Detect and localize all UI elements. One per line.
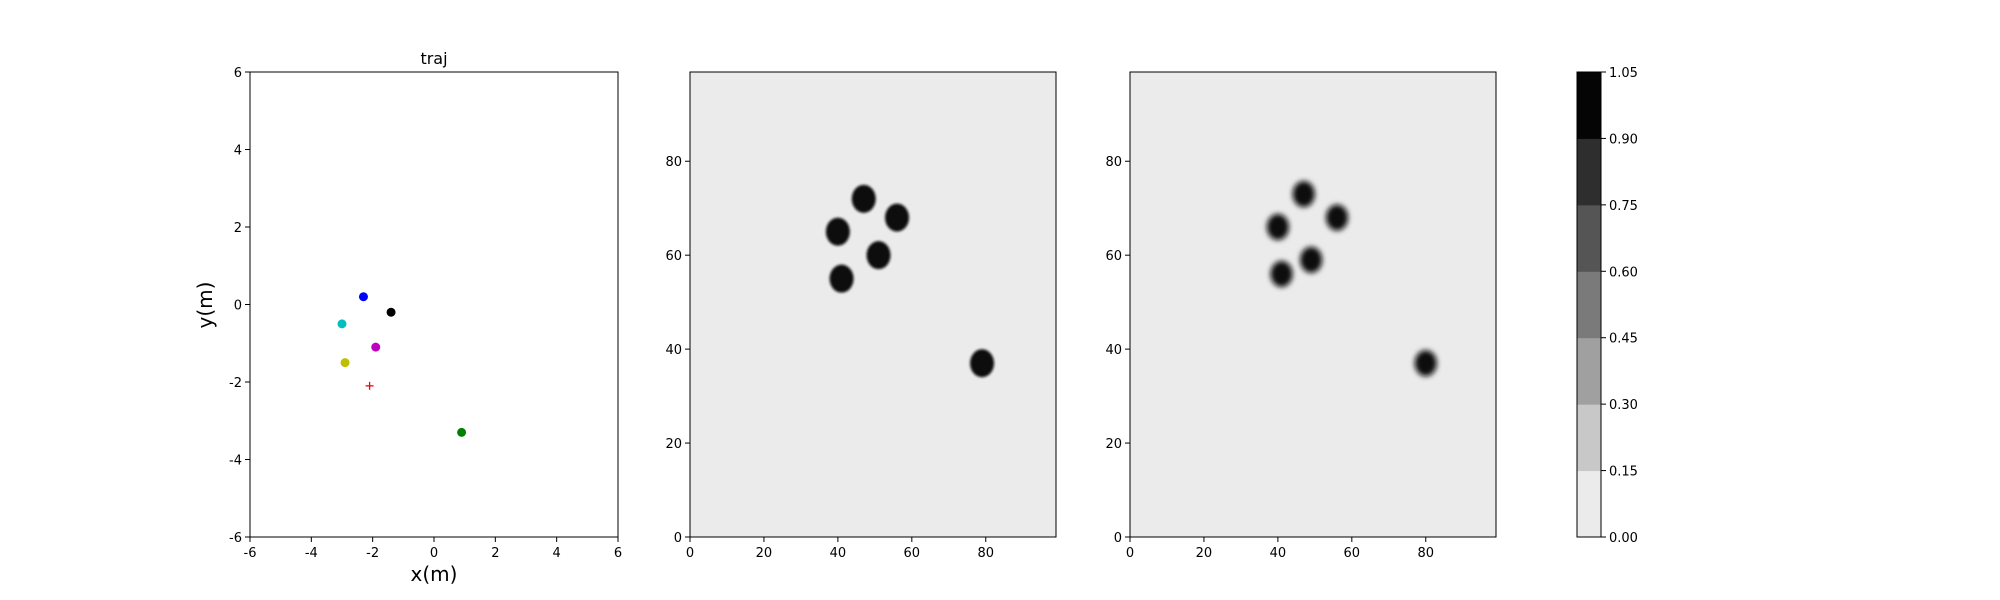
heatmap-1-blob-1 — [851, 184, 876, 213]
traj-x-axis-label: x(m) — [411, 562, 458, 586]
traj-x-tick-label: -2 — [366, 546, 379, 561]
heatmap-1-y-tick-label: 60 — [665, 249, 682, 264]
heatmap-2-blob-0 — [1266, 214, 1289, 240]
heatmap-2-blob-2 — [1326, 204, 1349, 231]
traj-point-4 — [340, 358, 350, 368]
heatmap-2-x-tick-label: 0 — [1126, 546, 1134, 561]
heatmap-1-x-tick-label: 60 — [904, 546, 921, 561]
traj-y-tick-label: 0 — [234, 299, 242, 314]
colorbar-band-0 — [1577, 470, 1601, 538]
colorbar-tick-label: 0.60 — [1609, 265, 1638, 280]
traj-point-2 — [337, 319, 347, 329]
colorbar-band-5 — [1577, 138, 1601, 206]
traj-y-tick-label: 4 — [234, 144, 242, 159]
heatmap-2-blob-4 — [1270, 260, 1293, 287]
heatmap-1-blob-0 — [825, 217, 850, 246]
traj-y-tick-label: 2 — [234, 221, 242, 236]
traj-title: traj — [420, 49, 447, 68]
traj-x-tick-label: -6 — [244, 546, 257, 561]
heatmap-2-y-tick-label: 20 — [1105, 437, 1122, 452]
colorbar-band-3 — [1577, 271, 1601, 339]
traj-x-tick-label: -4 — [305, 546, 318, 561]
traj-plot-area — [250, 72, 618, 537]
heatmap-2-blob-5 — [1414, 350, 1437, 377]
traj-panel: traj x(m) y(m) -6 -4 -2 0 2 4 6 -6 -4 -2 0 2 4 6 — [193, 49, 622, 586]
heatmap-2-blob-3 — [1300, 246, 1323, 273]
traj-axes-frame — [249, 71, 619, 538]
heatmap-2-background — [1130, 72, 1496, 537]
heatmap-2-x-tick-label: 80 — [1417, 546, 1434, 561]
traj-x-tick-label: 6 — [614, 546, 622, 561]
heatmap-2-axes-frame — [1129, 71, 1497, 538]
heatmap-1-blob-2 — [885, 203, 910, 232]
colorbar-frame — [1576, 71, 1602, 538]
colorbar-tick-label: 1.05 — [1609, 66, 1638, 81]
colorbar-tick-label: 0.30 — [1609, 398, 1638, 413]
traj-y-tick-label: -6 — [229, 531, 242, 546]
traj-x-tick-label: 0 — [430, 546, 438, 561]
colorbar-tick-label: 0.15 — [1609, 465, 1638, 480]
heatmap-1-y-tick-label: 20 — [665, 437, 682, 452]
heatmap-1-x-tick-label: 40 — [830, 546, 847, 561]
heatmap-1-y-tick-label: 40 — [665, 343, 682, 358]
traj-point-0 — [358, 292, 368, 302]
traj-y-axis-label: y(m) — [193, 282, 217, 329]
heatmap-1-background — [690, 72, 1056, 537]
traj-x-tick-label: 4 — [553, 546, 561, 561]
colorbar-tick-label: 0.90 — [1609, 132, 1638, 147]
heatmap-2-y-tick-label: 0 — [1114, 531, 1122, 546]
colorbar-band-2 — [1577, 337, 1601, 405]
heatmap-1-axes-frame — [689, 71, 1057, 538]
colorbar-tick-label: 0.00 — [1609, 531, 1638, 546]
traj-point-plus — [365, 381, 374, 390]
traj-y-tick-label: -4 — [229, 454, 242, 469]
traj-point-1 — [386, 307, 396, 317]
traj-y-tick-label: 6 — [234, 66, 242, 81]
heatmap-panel-1: 0 20 40 60 80 0 20 40 60 80 — [665, 71, 1057, 561]
colorbar-band-4 — [1577, 204, 1601, 272]
heatmap-2-blob-1 — [1292, 181, 1315, 208]
colorbar-band-1 — [1577, 404, 1601, 472]
heatmap-1-blob-4 — [829, 264, 854, 293]
heatmap-2-x-tick-label: 60 — [1344, 546, 1361, 561]
heatmap-1-x-tick-label: 0 — [686, 546, 694, 561]
heatmap-1-y-tick-label: 80 — [665, 155, 682, 170]
traj-point-3 — [371, 342, 381, 352]
heatmap-1-blob-5 — [970, 349, 995, 378]
traj-x-tick-label: 2 — [491, 546, 499, 561]
heatmap-2-y-tick-label: 60 — [1105, 249, 1122, 264]
heatmap-1-blob-3 — [866, 241, 891, 270]
colorbar-tick-label: 0.75 — [1609, 199, 1638, 214]
colorbar-band-6 — [1577, 72, 1601, 139]
heatmap-2-x-tick-label: 20 — [1196, 546, 1213, 561]
traj-y-tick-label: -2 — [229, 376, 242, 391]
heatmap-2-y-tick-label: 80 — [1105, 155, 1122, 170]
colorbar-tick-label: 0.45 — [1609, 332, 1638, 347]
heatmap-2-y-tick-label: 40 — [1105, 343, 1122, 358]
heatmap-1-y-tick-label: 0 — [674, 531, 682, 546]
heatmap-1-x-tick-label: 20 — [756, 546, 773, 561]
traj-point-6 — [457, 427, 467, 437]
heatmap-panel-2: 0 20 40 60 80 0 20 40 60 80 — [1105, 71, 1497, 561]
heatmap-1-x-tick-label: 80 — [977, 546, 994, 561]
heatmap-2-x-tick-label: 40 — [1270, 546, 1287, 561]
colorbar: 0.00 0.15 0.30 0.45 0.60 0.75 0.90 1.05 — [1576, 66, 1638, 546]
